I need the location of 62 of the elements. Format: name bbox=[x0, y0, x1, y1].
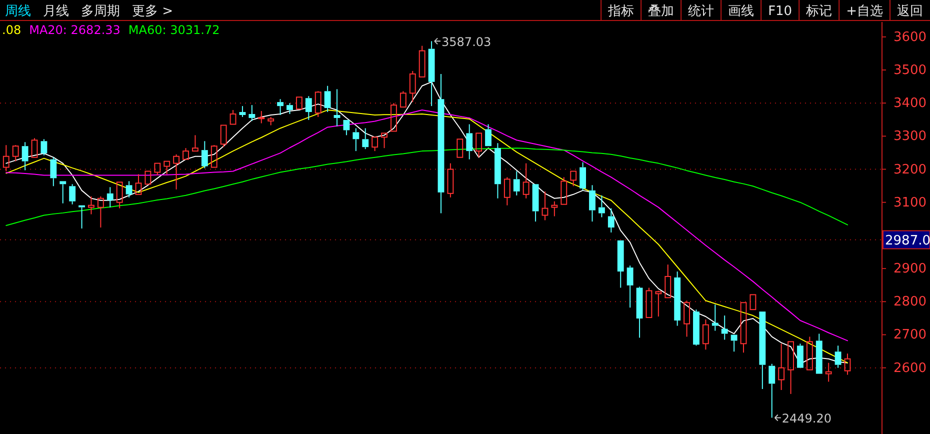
y-tick-label: 2600 bbox=[893, 360, 927, 376]
candlestick bbox=[778, 343, 785, 390]
candlestick bbox=[721, 315, 728, 340]
candlestick bbox=[286, 102, 293, 114]
candlestick bbox=[40, 138, 48, 156]
candlestick bbox=[126, 180, 132, 198]
candlestick bbox=[608, 208, 614, 233]
text: 月线 bbox=[43, 4, 69, 19]
candlestick bbox=[834, 345, 842, 368]
candlestick bbox=[466, 124, 473, 160]
y-tick-label: 2700 bbox=[893, 328, 927, 343]
candlestick bbox=[362, 128, 369, 150]
text: 返回 bbox=[897, 4, 923, 19]
candlestick bbox=[352, 128, 360, 152]
y-tick-label: 2900 bbox=[893, 262, 927, 277]
candlestick bbox=[334, 88, 340, 127]
candlestick bbox=[693, 309, 700, 346]
y-tick-label: 3300 bbox=[893, 129, 927, 144]
candlestick bbox=[88, 196, 94, 215]
candlestick bbox=[712, 304, 718, 332]
text: 周线 bbox=[5, 4, 31, 19]
candlestick bbox=[589, 184, 596, 222]
candlestick bbox=[201, 140, 208, 169]
candlestick bbox=[22, 142, 28, 171]
candlestick bbox=[106, 186, 114, 208]
y-tick-label: 3200 bbox=[893, 162, 927, 178]
text: 画线 bbox=[728, 4, 754, 19]
text: 多周期 bbox=[81, 4, 120, 19]
candlestick bbox=[702, 319, 709, 350]
text: F10 bbox=[768, 4, 792, 19]
candlestick bbox=[513, 170, 520, 196]
text: MA60: 3031.72 bbox=[128, 23, 220, 37]
candlestick bbox=[674, 271, 681, 326]
text: 统计 bbox=[688, 4, 714, 19]
text: 指标 bbox=[607, 4, 634, 19]
y-tick-label: 3600 bbox=[893, 30, 927, 45]
candlestick bbox=[277, 98, 284, 116]
y-tick-label: 2800 bbox=[893, 294, 927, 310]
annotation: 3587.03 bbox=[442, 35, 492, 50]
y-tick-label: 3400 bbox=[893, 96, 927, 112]
candlestick bbox=[438, 73, 444, 214]
annotation: 2449.20 bbox=[782, 412, 832, 426]
candlestick bbox=[50, 156, 57, 187]
candlestick bbox=[239, 106, 246, 118]
candlestick bbox=[248, 104, 256, 122]
text: +自选 bbox=[846, 4, 883, 19]
candlestick bbox=[494, 142, 501, 199]
y-tick-label: 3500 bbox=[893, 62, 927, 78]
text: MA20: 2682.33 bbox=[29, 23, 120, 37]
candlestick bbox=[768, 363, 776, 418]
candlestick bbox=[69, 184, 76, 205]
y-tick-label: 3100 bbox=[893, 195, 927, 210]
text: 叠加 bbox=[648, 4, 674, 19]
candlestick bbox=[580, 162, 586, 191]
candlestick bbox=[636, 286, 643, 338]
candlestick bbox=[626, 265, 634, 308]
text: 更多 > bbox=[132, 4, 174, 19]
candlestick bbox=[324, 85, 331, 113]
text: .08 bbox=[2, 23, 22, 37]
text: 标记 bbox=[805, 4, 832, 19]
candlestick bbox=[428, 40, 435, 107]
candlestick bbox=[305, 96, 312, 120]
